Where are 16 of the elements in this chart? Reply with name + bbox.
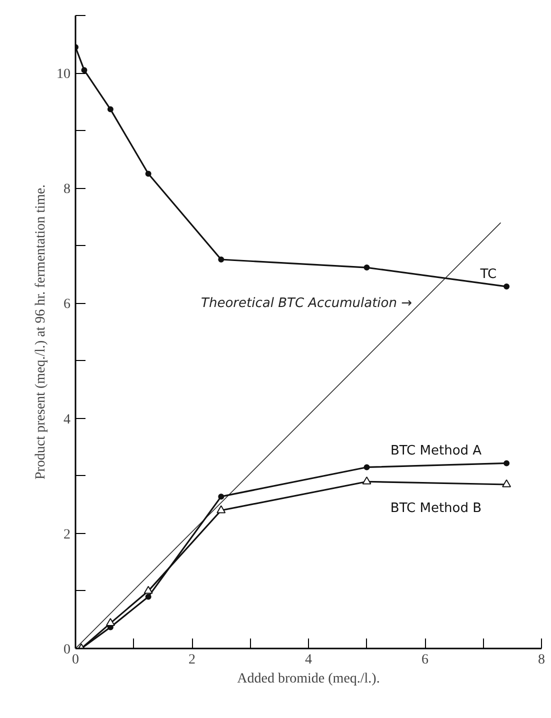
series-label: Theoretical BTC Accumulation → bbox=[201, 296, 412, 312]
y-axis-title: Product present (meq./l.) at 96 hr. fermentation time. bbox=[34, 184, 48, 480]
x-tick-label: 4 bbox=[305, 652, 312, 668]
series-label: TC bbox=[479, 267, 497, 282]
y-tick-label: 0 bbox=[64, 642, 70, 658]
x-tick-label: 2 bbox=[188, 652, 196, 668]
y-tick-label: 10 bbox=[56, 67, 70, 82]
y-tick-label: 8 bbox=[64, 182, 70, 198]
y-tick-label: 2 bbox=[64, 527, 70, 542]
series-label: BTC Method B bbox=[390, 500, 482, 516]
y-tick-label: 4 bbox=[64, 412, 70, 428]
x-axis-title: Added bromide (meq./l.). bbox=[237, 672, 380, 686]
x-tick-label: 8 bbox=[538, 652, 545, 668]
series-label: BTC Method A bbox=[390, 444, 482, 459]
y-tick-label: 6 bbox=[64, 297, 70, 312]
x-tick-label: 6 bbox=[422, 652, 428, 668]
